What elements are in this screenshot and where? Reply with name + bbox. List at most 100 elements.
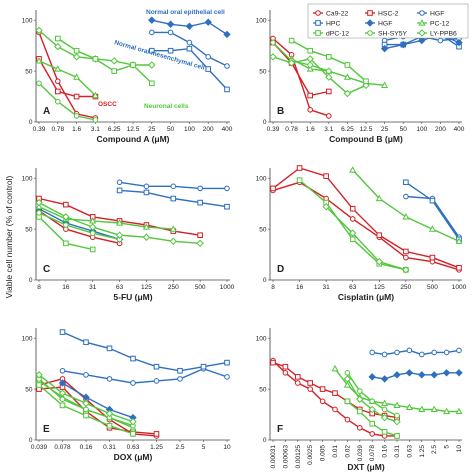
data-point <box>106 422 113 429</box>
data-point <box>326 88 332 95</box>
data-point <box>89 230 96 236</box>
data-point <box>111 68 118 74</box>
data-point <box>73 93 80 100</box>
series-line <box>325 206 407 271</box>
data-point <box>73 73 81 80</box>
figure-y-axis-label: Viable cell number (% of control) <box>4 175 14 298</box>
data-point <box>282 370 289 376</box>
series-line <box>299 179 407 271</box>
data-point <box>269 53 277 61</box>
panel-F: 0 50 100 0.00031 0.00063 0.00125 0.0025 0.005 0.… <box>256 328 463 472</box>
x-axis-label: 5-FU (μM) <box>113 292 152 302</box>
x-tick-label: 0.39 <box>33 126 46 133</box>
data-point <box>288 37 295 44</box>
x-tick-label: 500 <box>195 284 206 291</box>
legend-marker <box>315 30 321 36</box>
x-tick-label: 1000 <box>452 284 467 291</box>
data-point <box>443 407 451 415</box>
y-tick-label: 0 <box>29 277 33 284</box>
series-hgf <box>369 347 462 358</box>
series-line <box>38 212 120 240</box>
annotation-label: OSCC <box>98 101 117 108</box>
data-point <box>430 371 438 379</box>
data-point <box>116 187 123 194</box>
data-point <box>343 381 351 388</box>
series-line <box>38 378 157 437</box>
y-tick-label: 50 <box>259 226 267 233</box>
x-tick-label: 125 <box>141 284 152 291</box>
x-tick-label: 0.00063 <box>282 445 289 469</box>
data-point <box>356 395 364 403</box>
data-point <box>343 73 351 80</box>
x-tick-label: 125 <box>374 284 385 291</box>
data-point <box>129 417 137 426</box>
data-point <box>130 355 136 362</box>
legend-entry: PC-12 <box>417 19 449 27</box>
series-line <box>62 367 228 384</box>
data-point <box>197 232 203 238</box>
data-point <box>455 38 463 47</box>
y-tick-label: 100 <box>256 335 267 342</box>
panel-letter: F <box>277 424 283 435</box>
x-tick-label: 0.02 <box>344 445 351 458</box>
data-point <box>455 407 463 415</box>
data-point <box>394 412 400 419</box>
data-point <box>393 417 401 426</box>
data-point <box>326 113 332 119</box>
data-point <box>343 375 352 383</box>
legend-marker <box>418 29 426 37</box>
data-point <box>296 165 303 171</box>
data-point <box>170 183 177 190</box>
data-point <box>223 30 231 39</box>
series-ly-ppb6 <box>343 375 401 426</box>
y-tick-label: 100 <box>22 335 33 342</box>
data-point <box>54 42 62 51</box>
legend-label: PC-12 <box>430 20 449 27</box>
x-tick-label: 31 <box>89 284 97 291</box>
panel-letter: E <box>43 424 50 435</box>
data-point <box>357 388 363 394</box>
data-point <box>344 370 351 376</box>
data-point <box>185 22 194 30</box>
series-hgf <box>368 369 463 383</box>
series-line <box>62 382 134 419</box>
series-line <box>291 58 385 86</box>
y-tick-label: 50 <box>259 386 267 393</box>
data-point <box>343 89 352 98</box>
data-point <box>349 229 357 237</box>
data-point <box>153 363 160 370</box>
x-tick-label: 0.39 <box>267 126 280 133</box>
data-point <box>323 173 329 179</box>
data-point <box>376 232 383 238</box>
legend-marker <box>315 20 321 26</box>
data-point <box>204 18 212 26</box>
data-point <box>224 203 230 210</box>
series-pc-12 <box>35 57 99 99</box>
data-point <box>35 371 43 379</box>
data-point <box>406 347 413 354</box>
data-point <box>349 205 356 212</box>
data-point <box>344 62 351 68</box>
x-tick-label: 0.31 <box>103 444 116 451</box>
legend-marker <box>367 10 373 16</box>
panel-D: 0 50 100 8 16 31 63 125 250 500 1000 Cisplatin (μM)… <box>256 165 467 302</box>
series-hgf <box>58 379 137 422</box>
series-ly-ppb6 <box>269 53 370 98</box>
data-point <box>282 363 289 370</box>
series-sh-sy5y <box>36 209 123 243</box>
legend-box <box>307 3 469 39</box>
data-point <box>319 386 326 392</box>
data-point <box>115 231 124 239</box>
x-tick-label: 0.78 <box>51 126 64 133</box>
data-point <box>403 248 409 255</box>
legend-entry: HPC <box>313 20 340 27</box>
x-tick-label: 25 <box>148 126 156 133</box>
panel-E: 0 50 100 0.039 0.078 0.16 0.31 0.63 1.25 2.5 5 10 DO… <box>22 328 231 462</box>
series-line <box>38 208 120 240</box>
data-point <box>54 65 62 72</box>
x-tick-label: 16 <box>62 284 70 291</box>
x-tick-label: 10 <box>223 444 231 451</box>
data-point <box>380 413 389 422</box>
x-tick-label: 8 <box>271 284 275 291</box>
data-point <box>270 359 276 366</box>
